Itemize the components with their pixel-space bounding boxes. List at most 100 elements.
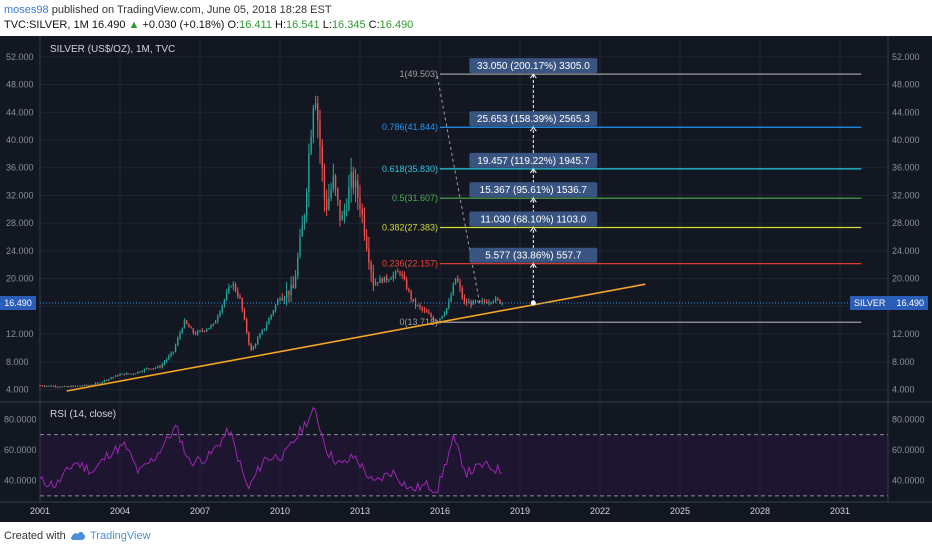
candle-body: [348, 187, 350, 211]
measure-box-text: 19.457 (119.22%) 1945.7: [477, 156, 590, 167]
candle-body: [63, 386, 66, 388]
candle-body: [388, 279, 390, 281]
measure-arrowhead: [529, 197, 537, 203]
candle-body: [268, 318, 270, 325]
candle-body: [52, 386, 55, 388]
fib-level-label: 0.236(22.157): [382, 259, 438, 269]
fib-level-label: 0.382(27.383): [382, 222, 438, 232]
candle-body: [319, 120, 321, 147]
last-price-label-left: 16.490: [4, 298, 32, 308]
candle-body: [321, 146, 323, 169]
candle-body: [45, 385, 48, 387]
rsi-tick-label-right: 60.0000: [892, 445, 925, 455]
candle-body: [288, 290, 290, 296]
measure-box: [469, 211, 598, 227]
candle-body: [434, 319, 437, 322]
y-tick-label-right: 44.000: [892, 107, 920, 117]
candle-body: [485, 301, 488, 304]
fib-level-label: 0.5(31.607): [392, 193, 438, 203]
candle-body: [88, 385, 90, 387]
candle-body: [250, 343, 252, 351]
tradingview-brand-link[interactable]: TradingView: [90, 530, 151, 542]
candle-body: [170, 352, 172, 356]
candle-body: [285, 290, 288, 299]
candle-body: [101, 381, 103, 383]
x-tick-label: 2007: [190, 506, 210, 516]
candle-body: [417, 305, 419, 307]
candle-body: [450, 294, 452, 302]
candle-body: [452, 284, 455, 295]
rsi-tick-label-right: 80.0000: [892, 414, 925, 424]
candle-body: [312, 108, 315, 137]
y-tick-label-right: 40.000: [892, 135, 920, 145]
candle-body: [383, 276, 386, 283]
y-tick-label-right: 32.000: [892, 190, 920, 200]
candle-body: [352, 172, 355, 188]
candle-body: [168, 355, 170, 360]
candle-body: [350, 172, 352, 188]
symbol-line: TVC:SILVER, 1M 16.490 ▲ +0.030 (+0.18%) …: [4, 19, 414, 31]
candle-body: [208, 327, 210, 330]
created-with-label: Created with: [4, 530, 66, 542]
candle-body: [59, 386, 61, 388]
publish-info: published on TradingView.com, June 05, 2…: [51, 4, 332, 16]
candle-body: [248, 332, 250, 344]
candle-body: [114, 375, 117, 377]
candle-body: [439, 318, 441, 323]
candle-body: [163, 361, 166, 365]
chart-title: SILVER (US$/OZ), 1M, TVC: [50, 44, 175, 55]
rsi-line: [39, 406, 503, 494]
candle-body: [205, 329, 208, 331]
candle-body: [77, 385, 79, 387]
candle-body: [470, 301, 472, 305]
last-price: 16.490: [91, 19, 126, 31]
candle-body: [203, 330, 206, 332]
candle-body: [228, 287, 230, 293]
candle-body: [354, 180, 357, 188]
candle-body: [365, 235, 368, 249]
fib-level-label: 0.786(41.844): [382, 122, 438, 132]
candle-body: [81, 385, 83, 387]
candle-body: [277, 299, 279, 305]
candle-body: [343, 210, 346, 216]
candle-body: [499, 299, 501, 304]
candle-body: [430, 313, 432, 317]
candle-body: [237, 290, 239, 297]
candle-body: [272, 310, 275, 315]
candle-body: [308, 153, 310, 192]
x-tick-label: 2022: [590, 506, 610, 516]
x-tick-label: 2010: [270, 506, 290, 516]
candle-body: [405, 279, 408, 290]
candle-body: [399, 271, 401, 274]
price-chart[interactable]: 4.0004.0008.0008.00012.00012.00016.00016…: [0, 36, 932, 522]
candle-body: [339, 199, 341, 221]
candle-body: [468, 301, 470, 304]
candle-body: [217, 316, 219, 322]
candle-body: [110, 377, 112, 379]
measure-box: [469, 58, 598, 74]
candle-body: [199, 330, 201, 332]
x-tick-label: 2001: [30, 506, 50, 516]
measure-arrowhead: [529, 126, 537, 132]
candle-body: [301, 225, 303, 237]
candle-body: [281, 298, 283, 301]
candle-body: [410, 291, 412, 299]
candle-body: [94, 383, 97, 386]
rsi-band-fill: [40, 434, 888, 496]
y-tick-label-right: 52.000: [892, 52, 920, 62]
candle-body: [85, 384, 88, 386]
candle-body: [385, 276, 388, 281]
fib-level-label: 1(49.503): [399, 69, 438, 79]
y-tick-label-right: 8.000: [892, 357, 915, 367]
fib-level-label: 0.618(35.830): [382, 164, 438, 174]
candle-body: [145, 368, 148, 370]
candle-body: [141, 371, 143, 373]
candle-body: [492, 301, 495, 303]
author-link[interactable]: moses98: [4, 4, 49, 16]
candle-body: [177, 338, 179, 346]
y-tick-label-left: 12.000: [6, 329, 34, 339]
candle-body: [459, 281, 461, 289]
last-price-badge-right: [850, 296, 928, 311]
candle-body: [408, 289, 410, 292]
candle-body: [119, 374, 121, 376]
